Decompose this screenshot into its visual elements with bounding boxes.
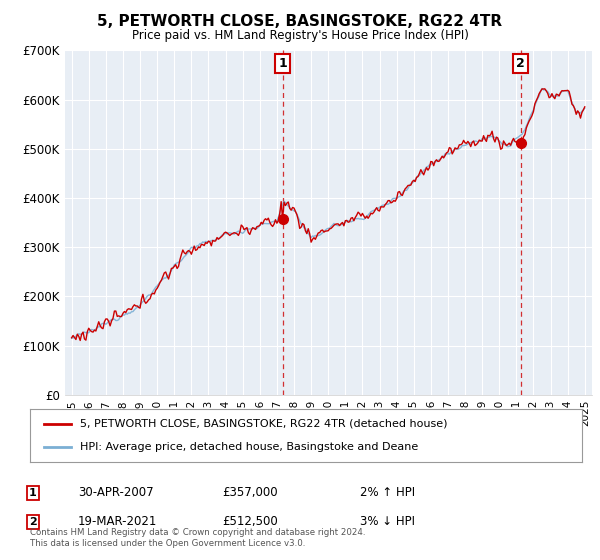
Text: £512,500: £512,500 xyxy=(222,515,278,529)
Text: HPI: Average price, detached house, Basingstoke and Deane: HPI: Average price, detached house, Basi… xyxy=(80,442,418,452)
Text: 5, PETWORTH CLOSE, BASINGSTOKE, RG22 4TR: 5, PETWORTH CLOSE, BASINGSTOKE, RG22 4TR xyxy=(97,14,503,29)
Text: £357,000: £357,000 xyxy=(222,486,278,500)
Text: 5, PETWORTH CLOSE, BASINGSTOKE, RG22 4TR (detached house): 5, PETWORTH CLOSE, BASINGSTOKE, RG22 4TR… xyxy=(80,419,447,429)
Text: 1: 1 xyxy=(29,488,37,498)
Text: 3% ↓ HPI: 3% ↓ HPI xyxy=(360,515,415,529)
Text: 2: 2 xyxy=(516,57,525,71)
Text: Contains HM Land Registry data © Crown copyright and database right 2024.
This d: Contains HM Land Registry data © Crown c… xyxy=(30,528,365,548)
Text: Price paid vs. HM Land Registry's House Price Index (HPI): Price paid vs. HM Land Registry's House … xyxy=(131,29,469,42)
Text: 1: 1 xyxy=(278,57,287,71)
Text: 2: 2 xyxy=(29,517,37,527)
Text: 19-MAR-2021: 19-MAR-2021 xyxy=(78,515,157,529)
Text: 30-APR-2007: 30-APR-2007 xyxy=(78,486,154,500)
Text: 2% ↑ HPI: 2% ↑ HPI xyxy=(360,486,415,500)
